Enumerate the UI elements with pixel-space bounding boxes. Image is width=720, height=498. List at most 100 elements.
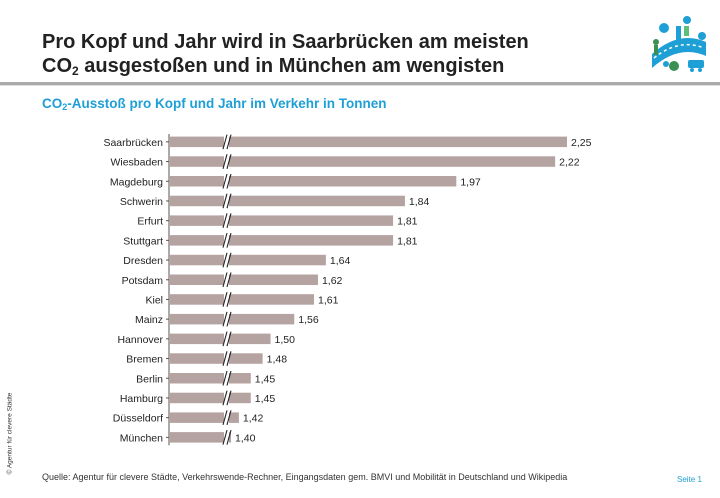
axis-break-slash — [222, 252, 228, 268]
axis-break-slash — [222, 232, 228, 248]
subtitle-co-subscript: 2 — [62, 102, 68, 112]
category-label: Düsseldorf — [113, 413, 163, 425]
axis-break-slash — [222, 351, 228, 366]
axis-break-slash — [222, 154, 228, 169]
source-note: Quelle: Agentur für clevere Städte, Verk… — [42, 472, 568, 482]
category-label: Magdeburg — [110, 176, 163, 188]
axis-break-gap — [224, 411, 229, 424]
value-label: 1,56 — [298, 314, 319, 326]
axis-break-slash — [226, 193, 232, 209]
axis-break-slash — [226, 154, 232, 169]
category-label: Dresden — [123, 255, 163, 267]
bar — [169, 313, 295, 325]
axis-break-gap — [224, 135, 229, 149]
page-title: Pro Kopf und Jahr wird in Saarbrücken am… — [42, 30, 602, 78]
bar — [169, 432, 231, 443]
category-label: Schwerin — [120, 196, 163, 208]
bar — [169, 353, 263, 364]
category-label: Saarbrücken — [103, 137, 163, 149]
value-label: 1,62 — [322, 275, 343, 287]
chart-subtitle: CO2-Ausstoß pro Kopf und Jahr im Verkehr… — [42, 96, 387, 112]
axis-break-slash — [222, 331, 228, 347]
axis-break-slash — [226, 311, 232, 327]
axis-break-slash — [222, 213, 228, 229]
axis-break-slash — [226, 173, 232, 189]
value-label: 1,50 — [275, 334, 296, 346]
axis-break-gap — [224, 214, 229, 227]
value-label: 2,22 — [559, 157, 580, 169]
axis-break-slash — [222, 390, 228, 406]
axis-break-gap — [224, 372, 229, 385]
category-label: Potsdam — [122, 275, 164, 287]
axis-break-slash — [226, 351, 232, 366]
title-line-1: Pro Kopf und Jahr wird in Saarbrücken am… — [42, 31, 529, 53]
category-label: Stuttgart — [123, 235, 163, 247]
title-co-subscript: 2 — [72, 64, 79, 78]
axis-break-slash — [222, 193, 228, 209]
axis-break-slash — [222, 410, 228, 426]
axis-break-slash — [222, 292, 228, 307]
axis-break-gap — [224, 234, 229, 247]
header-divider — [0, 82, 720, 85]
bar — [169, 235, 394, 246]
axis-break-slash — [226, 390, 232, 406]
subtitle-co: CO — [42, 96, 63, 111]
axis-break-slash — [226, 213, 232, 229]
bar — [169, 254, 326, 266]
value-label: 1,84 — [409, 196, 430, 208]
axis-break-slash — [222, 311, 228, 327]
city-logo-icon — [646, 14, 712, 80]
value-label: 1,48 — [267, 354, 288, 366]
axis-break-gap — [224, 431, 229, 444]
category-label: Bremen — [126, 354, 163, 366]
bar-chart: Saarbrücken 2,25 Wiesbaden 2,22 Magdeburg 1,9… — [103, 134, 592, 446]
bar — [169, 392, 251, 404]
category-label: Wiesbaden — [110, 157, 163, 169]
axis-break-slash — [226, 292, 232, 307]
bar — [169, 333, 271, 345]
value-label: 1,64 — [330, 255, 351, 267]
category-label: München — [120, 432, 163, 444]
value-label: 1,81 — [397, 235, 418, 247]
value-label: 1,45 — [255, 373, 276, 385]
bar — [169, 215, 394, 226]
category-label: Hamburg — [120, 393, 163, 405]
axis-break-gap — [224, 352, 229, 365]
subtitle-text: -Ausstoß pro Kopf und Jahr im Verkehr in… — [67, 96, 387, 111]
axis-break-gap — [224, 293, 229, 306]
header-divider-shadow — [0, 85, 720, 86]
axis-break-slash — [222, 370, 228, 386]
title-co: CO — [42, 55, 72, 77]
axis-break-gap — [224, 175, 229, 188]
axis-break-slash — [226, 252, 232, 268]
category-label: Erfurt — [137, 216, 163, 228]
copyright-note: © Agentur für clevere Städte — [6, 392, 14, 475]
bar — [169, 412, 239, 423]
axis-break-slash — [226, 331, 232, 347]
axis-break-slash — [222, 272, 228, 288]
category-label: Hannover — [117, 334, 163, 346]
bar — [169, 294, 315, 305]
bar — [169, 156, 556, 167]
axis-break-slash — [226, 232, 232, 248]
title-line-2: ausgestoßen und in München am wengisten — [78, 55, 505, 77]
value-label: 2,25 — [571, 137, 592, 149]
axis-break-gap — [224, 155, 229, 168]
axis-break-gap — [224, 253, 229, 267]
value-label: 1,45 — [255, 393, 276, 405]
bar — [169, 274, 318, 285]
axis-break-gap — [224, 332, 229, 346]
page-number: Seite 1 — [677, 475, 702, 484]
bar — [169, 176, 457, 187]
bar — [169, 195, 405, 207]
axis-break-slash — [226, 370, 232, 386]
value-label: 1,42 — [243, 413, 264, 425]
axis-break-gap — [224, 391, 229, 405]
axis-break-slash — [226, 410, 232, 426]
value-label: 1,61 — [318, 294, 339, 306]
value-label: 1,40 — [235, 432, 256, 444]
category-label: Kiel — [145, 294, 163, 306]
value-label: 1,97 — [460, 176, 481, 188]
bar — [169, 136, 567, 148]
category-label: Mainz — [135, 314, 163, 326]
